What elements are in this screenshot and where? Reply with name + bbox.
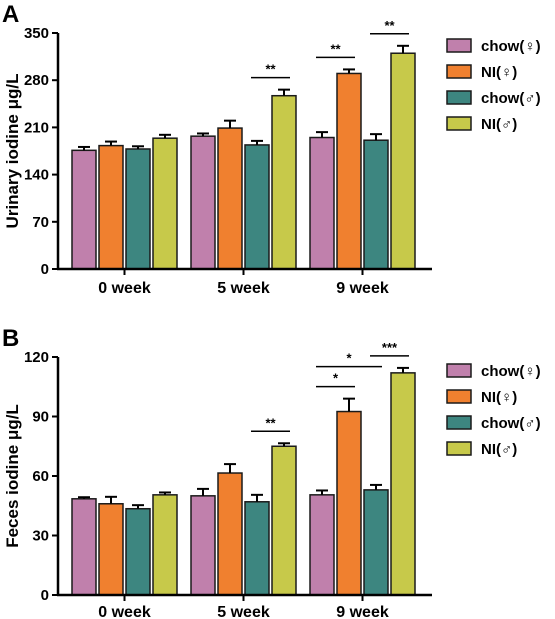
significance-label: ** bbox=[330, 41, 341, 56]
bar bbox=[125, 507, 151, 596]
significance-label: * bbox=[333, 371, 339, 386]
significance-label: ** bbox=[384, 18, 395, 33]
significance-label: * bbox=[346, 351, 352, 366]
y-tick-label: 0 bbox=[41, 587, 49, 604]
significance-label: ** bbox=[265, 62, 276, 77]
bar bbox=[152, 494, 178, 596]
bar bbox=[336, 410, 362, 596]
panel-letter: A bbox=[2, 1, 19, 28]
bar bbox=[244, 144, 270, 270]
bar bbox=[271, 94, 297, 270]
bar bbox=[363, 489, 389, 596]
bar bbox=[98, 503, 124, 596]
panel-letter: B bbox=[2, 325, 19, 352]
bar bbox=[244, 501, 270, 596]
bar bbox=[190, 495, 216, 596]
y-tick-label: 120 bbox=[24, 349, 49, 366]
legend-swatch bbox=[446, 116, 472, 131]
bar bbox=[390, 52, 416, 270]
y-tick-label: 70 bbox=[32, 214, 49, 231]
bar bbox=[217, 127, 243, 270]
legend-swatch bbox=[446, 415, 472, 430]
chart-panel-b: B Feces iodine μg/L 0 30 60 90 120 0 week 5 week… bbox=[2, 325, 541, 619]
bar bbox=[125, 148, 151, 270]
bar bbox=[309, 494, 335, 596]
y-tick-label: 0 bbox=[41, 261, 49, 278]
y-tick-label: 60 bbox=[32, 468, 49, 485]
chart-panel-a: A Urinary iodine μg/L 0 70 140 210 280 350 0 wee… bbox=[2, 1, 541, 297]
legend-swatch bbox=[446, 64, 472, 79]
legend-label: chow(♀) bbox=[481, 38, 541, 55]
x-tick-label: 9 week bbox=[336, 604, 389, 619]
y-axis-label: Feces iodine μg/L bbox=[3, 404, 22, 548]
bar bbox=[152, 137, 178, 270]
y-tick-label: 280 bbox=[24, 72, 49, 89]
legend-label: chow(♀) bbox=[481, 363, 541, 380]
y-tick-label: 140 bbox=[24, 167, 49, 184]
legend-swatch bbox=[446, 441, 472, 456]
legend-swatch bbox=[446, 363, 472, 378]
x-tick-label: 0 week bbox=[98, 280, 151, 297]
x-tick-label: 0 week bbox=[98, 604, 151, 619]
significance-label: *** bbox=[382, 340, 398, 355]
bar bbox=[98, 144, 124, 270]
legend-label: chow(♂) bbox=[481, 90, 541, 107]
legend-label: NI(♂) bbox=[481, 441, 517, 458]
legend-swatch bbox=[446, 389, 472, 404]
bar bbox=[271, 445, 297, 596]
y-axis-label: Urinary iodine μg/L bbox=[3, 74, 22, 229]
bar bbox=[71, 498, 97, 596]
y-tick-label: 30 bbox=[32, 528, 49, 545]
bar bbox=[390, 372, 416, 596]
x-tick-label: 5 week bbox=[217, 280, 270, 297]
x-tick-label: 5 week bbox=[217, 604, 270, 619]
bar bbox=[363, 139, 389, 270]
legend-label: chow(♂) bbox=[481, 415, 541, 432]
y-tick-label: 90 bbox=[32, 409, 49, 426]
legend-label: NI(♀) bbox=[481, 64, 517, 81]
x-tick-label: 9 week bbox=[336, 280, 389, 297]
y-tick-label: 350 bbox=[24, 25, 49, 42]
legend-swatch bbox=[446, 90, 472, 105]
legend-label: NI(♀) bbox=[481, 389, 517, 406]
bar bbox=[71, 149, 97, 270]
legend-swatch bbox=[446, 38, 472, 53]
y-tick-label: 210 bbox=[24, 119, 49, 136]
bar bbox=[309, 136, 335, 270]
bar bbox=[336, 72, 362, 270]
legend-label: NI(♂) bbox=[481, 116, 517, 133]
bar bbox=[190, 135, 216, 270]
bar bbox=[217, 472, 243, 596]
significance-label: ** bbox=[265, 415, 276, 430]
